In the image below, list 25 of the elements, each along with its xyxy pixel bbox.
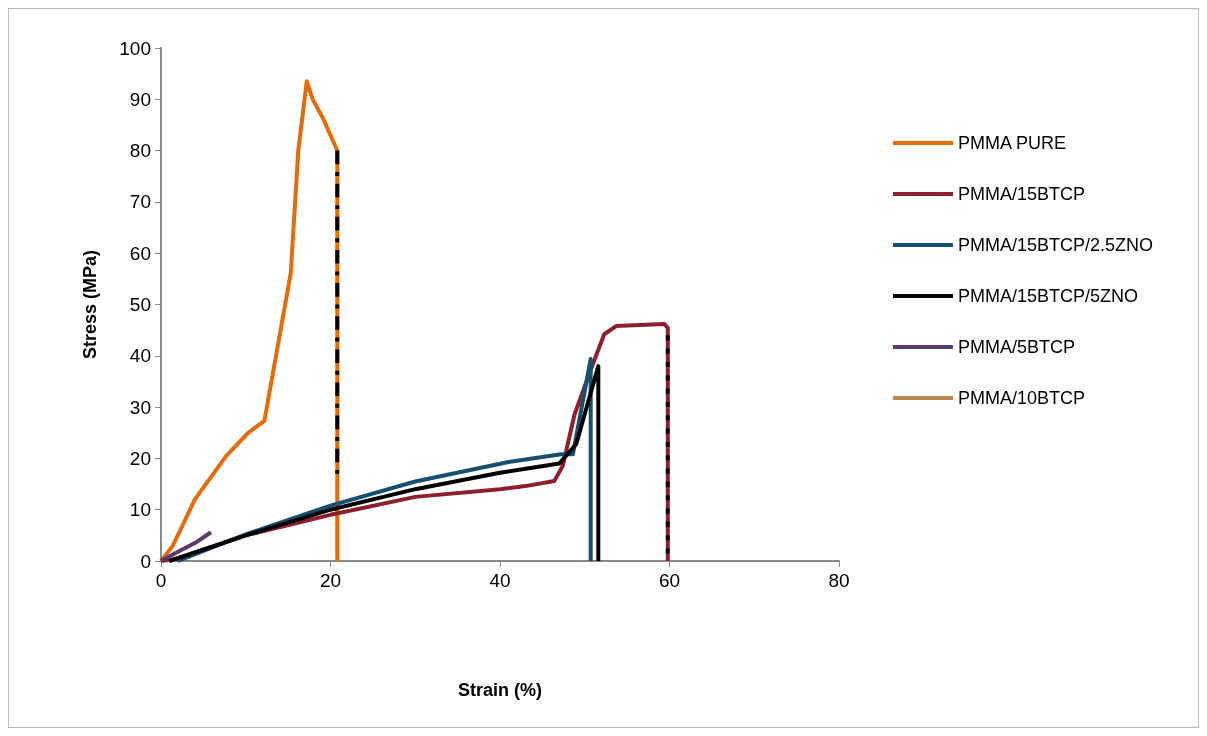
x-tick-label: 0 [155, 570, 167, 591]
legend-label: PMMA/15BTCP [957, 184, 1085, 204]
x-tick-label: 40 [489, 570, 511, 591]
y-tick-label: 10 [129, 499, 151, 521]
x-tick-label: 60 [658, 570, 681, 591]
y-tick-label: 80 [129, 140, 151, 162]
legend-label: PMMA PURE [957, 133, 1066, 153]
y-tick-label: 60 [129, 242, 151, 264]
legend-label: PMMA/10BTCP [957, 388, 1085, 408]
legend-label: PMMA/5BTCP [957, 337, 1075, 357]
y-tick-label: 90 [129, 88, 151, 110]
y-tick-label: 50 [129, 294, 151, 315]
y-axis-title: Stress (MPa) [80, 249, 100, 360]
y-tick-label: 70 [129, 191, 151, 213]
x-tick-label: 80 [828, 570, 850, 591]
y-tick-label: 30 [129, 396, 151, 418]
legend-label: PMMA/15BTCP/5ZNO [957, 286, 1138, 306]
x-axis-title: Strain (%) [457, 680, 543, 700]
x-tick-label: 20 [319, 570, 342, 591]
y-tick-label: 100 [119, 37, 151, 59]
legend-label: PMMA/15BTCP/2.5ZNO [957, 235, 1153, 255]
y-tick-label: 40 [129, 345, 151, 367]
line-series [159, 530, 213, 563]
y-tick-label: 0 [140, 550, 151, 572]
y-tick-label: 20 [129, 447, 151, 469]
